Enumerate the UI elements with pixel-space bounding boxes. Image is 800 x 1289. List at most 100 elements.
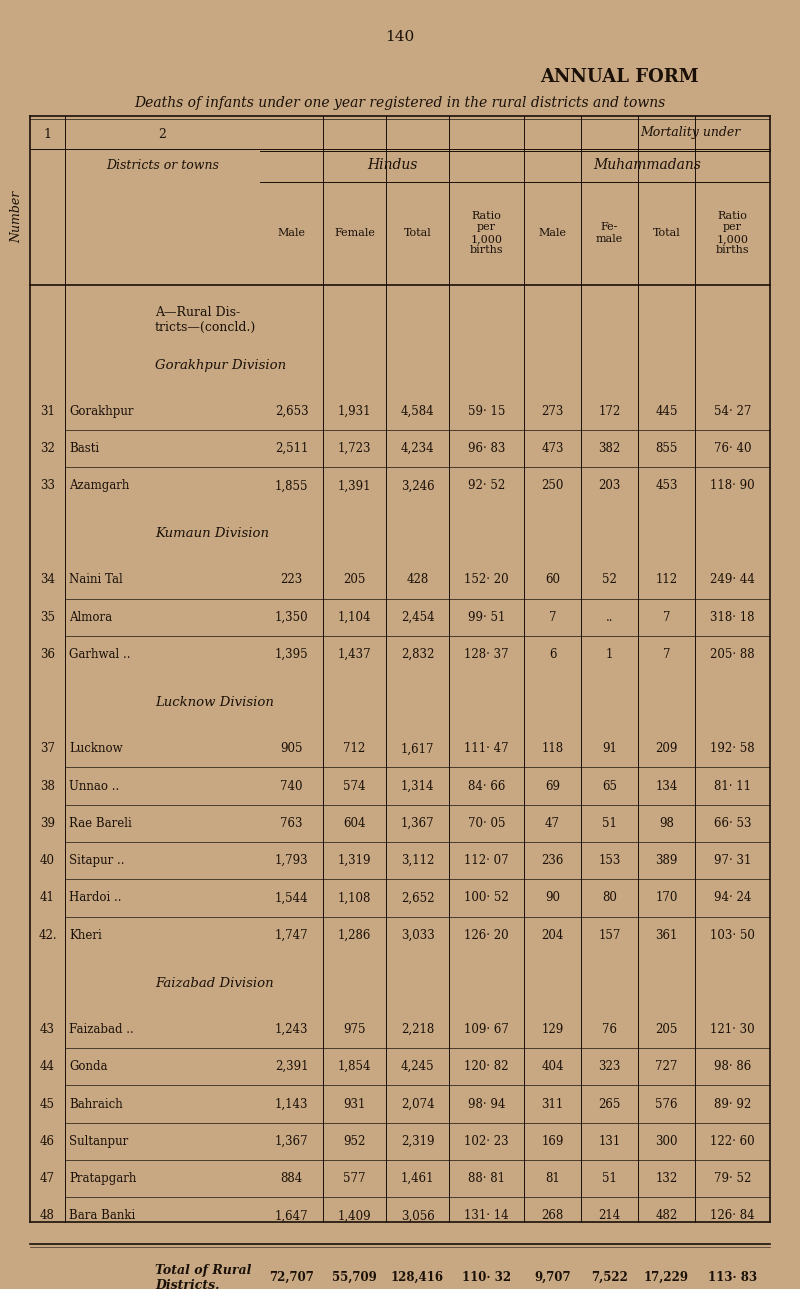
Text: 121· 30: 121· 30 (710, 1023, 755, 1036)
Text: 94· 24: 94· 24 (714, 892, 751, 905)
Text: 712: 712 (343, 742, 366, 755)
Text: Gorakhpur Division: Gorakhpur Division (155, 358, 286, 371)
Text: A—Rural Dis-
tricts—(concld.): A—Rural Dis- tricts—(concld.) (155, 305, 256, 334)
Text: Rae Bareli: Rae Bareli (69, 817, 132, 830)
Text: Ratio
per
1,000
births: Ratio per 1,000 births (716, 210, 750, 255)
Text: 76: 76 (602, 1023, 617, 1036)
Text: 1,108: 1,108 (338, 892, 371, 905)
Text: Mortality under: Mortality under (640, 126, 740, 139)
Text: 223: 223 (280, 574, 302, 586)
Text: 2,391: 2,391 (274, 1061, 308, 1074)
Text: Pratapgarh: Pratapgarh (69, 1172, 136, 1185)
Text: 236: 236 (542, 855, 564, 867)
Text: Muhammadans: Muhammadans (593, 159, 701, 173)
Text: Faizabad ..: Faizabad .. (69, 1023, 134, 1036)
Text: 91: 91 (602, 742, 617, 755)
Text: 205: 205 (655, 1023, 678, 1036)
Text: 2,319: 2,319 (401, 1134, 434, 1147)
Text: 4,584: 4,584 (401, 405, 434, 418)
Text: 84· 66: 84· 66 (468, 780, 505, 793)
Text: Sitapur ..: Sitapur .. (69, 855, 125, 867)
Text: 361: 361 (655, 929, 678, 942)
Text: 42.: 42. (38, 929, 57, 942)
Text: 2,832: 2,832 (401, 648, 434, 661)
Text: 740: 740 (280, 780, 302, 793)
Text: 70· 05: 70· 05 (468, 817, 506, 830)
Text: 60: 60 (545, 574, 560, 586)
Text: 209: 209 (655, 742, 678, 755)
Text: 1,617: 1,617 (401, 742, 434, 755)
Text: 576: 576 (655, 1097, 678, 1111)
Text: 884: 884 (280, 1172, 302, 1185)
Text: 128· 37: 128· 37 (464, 648, 509, 661)
Text: 482: 482 (655, 1209, 678, 1222)
Text: 113· 83: 113· 83 (708, 1271, 757, 1284)
Text: 100· 52: 100· 52 (464, 892, 509, 905)
Text: 97· 31: 97· 31 (714, 855, 751, 867)
Text: 110· 32: 110· 32 (462, 1271, 511, 1284)
Text: 214: 214 (598, 1209, 621, 1222)
Text: Kheri: Kheri (69, 929, 102, 942)
Text: 38: 38 (40, 780, 55, 793)
Text: Deaths of infants under one year registered in the rural districts and towns: Deaths of infants under one year registe… (134, 97, 666, 110)
Text: Bahraich: Bahraich (69, 1097, 122, 1111)
Text: 404: 404 (542, 1061, 564, 1074)
Text: 473: 473 (542, 442, 564, 455)
Text: 2,653: 2,653 (274, 405, 308, 418)
Text: 300: 300 (655, 1134, 678, 1147)
Text: 2,218: 2,218 (401, 1023, 434, 1036)
Text: 126· 84: 126· 84 (710, 1209, 755, 1222)
Text: 905: 905 (280, 742, 302, 755)
Text: Fe-
male: Fe- male (596, 222, 623, 244)
Text: 51: 51 (602, 817, 617, 830)
Text: 931: 931 (343, 1097, 366, 1111)
Text: 273: 273 (542, 405, 564, 418)
Text: 69: 69 (545, 780, 560, 793)
Text: 47: 47 (545, 817, 560, 830)
Text: 205: 205 (343, 574, 366, 586)
Text: 1,319: 1,319 (338, 855, 371, 867)
Text: 120· 82: 120· 82 (464, 1061, 509, 1074)
Text: Districts or towns: Districts or towns (106, 159, 219, 171)
Text: 33: 33 (40, 480, 55, 492)
Text: 1,461: 1,461 (401, 1172, 434, 1185)
Text: 76· 40: 76· 40 (714, 442, 751, 455)
Text: 7: 7 (662, 648, 670, 661)
Text: 129: 129 (542, 1023, 564, 1036)
Text: 318· 18: 318· 18 (710, 611, 754, 624)
Text: 1: 1 (43, 128, 51, 141)
Text: 43: 43 (40, 1023, 55, 1036)
Text: 3,033: 3,033 (401, 929, 434, 942)
Text: 2,652: 2,652 (401, 892, 434, 905)
Text: Garhwal ..: Garhwal .. (69, 648, 130, 661)
Text: 2,074: 2,074 (401, 1097, 434, 1111)
Text: 3,112: 3,112 (401, 855, 434, 867)
Text: 1,391: 1,391 (338, 480, 371, 492)
Text: Gorakhpur: Gorakhpur (69, 405, 134, 418)
Text: 131· 14: 131· 14 (464, 1209, 509, 1222)
Text: 45: 45 (40, 1097, 55, 1111)
Text: 36: 36 (40, 648, 55, 661)
Text: 763: 763 (280, 817, 302, 830)
Text: 204: 204 (542, 929, 564, 942)
Text: 1,723: 1,723 (338, 442, 371, 455)
Text: 1,104: 1,104 (338, 611, 371, 624)
Text: 81: 81 (545, 1172, 560, 1185)
Text: 574: 574 (343, 780, 366, 793)
Text: 111· 47: 111· 47 (464, 742, 509, 755)
Text: 4,245: 4,245 (401, 1061, 434, 1074)
Text: 169: 169 (542, 1134, 564, 1147)
Text: 98· 86: 98· 86 (714, 1061, 751, 1074)
Text: Total: Total (404, 228, 431, 238)
Text: 265: 265 (598, 1097, 621, 1111)
Text: 157: 157 (598, 929, 621, 942)
Text: Kumaun Division: Kumaun Division (155, 527, 269, 540)
Text: 132: 132 (655, 1172, 678, 1185)
Text: 4,234: 4,234 (401, 442, 434, 455)
Text: Gonda: Gonda (69, 1061, 107, 1074)
Text: Faizabad Division: Faizabad Division (155, 977, 274, 990)
Text: 172: 172 (598, 405, 621, 418)
Text: 1,143: 1,143 (274, 1097, 308, 1111)
Text: 1,314: 1,314 (401, 780, 434, 793)
Text: 2,454: 2,454 (401, 611, 434, 624)
